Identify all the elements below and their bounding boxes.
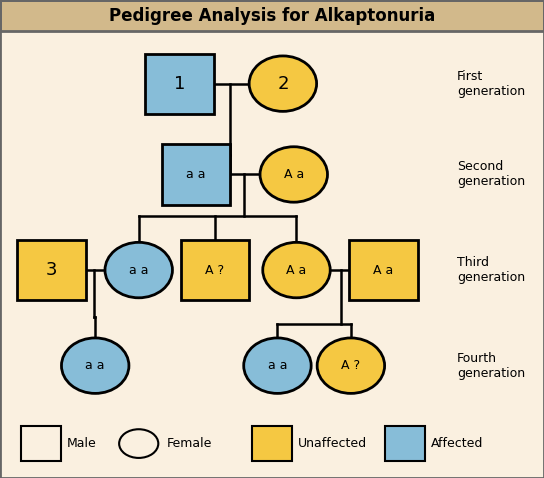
FancyBboxPatch shape — [17, 240, 86, 300]
Text: 1: 1 — [174, 75, 185, 93]
Ellipse shape — [263, 242, 330, 298]
Text: a a: a a — [268, 359, 287, 372]
FancyBboxPatch shape — [145, 54, 214, 114]
Text: A ?: A ? — [205, 263, 225, 277]
Text: a a: a a — [85, 359, 105, 372]
Text: Female: Female — [166, 437, 212, 450]
Text: Male: Male — [66, 437, 96, 450]
Text: Second
generation: Second generation — [457, 161, 525, 188]
Text: Affected: Affected — [431, 437, 483, 450]
Text: A a: A a — [286, 263, 307, 277]
FancyBboxPatch shape — [252, 426, 292, 461]
Text: Pedigree Analysis for Alkaptonuria: Pedigree Analysis for Alkaptonuria — [109, 7, 435, 25]
FancyBboxPatch shape — [181, 240, 249, 300]
Text: Unaffected: Unaffected — [298, 437, 367, 450]
FancyBboxPatch shape — [21, 426, 61, 461]
Ellipse shape — [249, 56, 317, 111]
Text: a a: a a — [186, 168, 206, 181]
Text: A a: A a — [373, 263, 394, 277]
Ellipse shape — [119, 429, 158, 458]
Text: A a: A a — [283, 168, 304, 181]
Ellipse shape — [61, 338, 129, 393]
Text: Third
generation: Third generation — [457, 256, 525, 284]
FancyBboxPatch shape — [349, 240, 418, 300]
Ellipse shape — [244, 338, 311, 393]
Text: 2: 2 — [277, 75, 289, 93]
FancyBboxPatch shape — [0, 0, 544, 31]
Text: A ?: A ? — [341, 359, 361, 372]
Text: 3: 3 — [46, 261, 58, 279]
Ellipse shape — [260, 147, 327, 202]
Text: Fourth
generation: Fourth generation — [457, 352, 525, 380]
Text: First
generation: First generation — [457, 70, 525, 98]
FancyBboxPatch shape — [385, 426, 425, 461]
Ellipse shape — [105, 242, 172, 298]
Text: a a: a a — [129, 263, 149, 277]
Ellipse shape — [317, 338, 385, 393]
FancyBboxPatch shape — [162, 144, 230, 205]
